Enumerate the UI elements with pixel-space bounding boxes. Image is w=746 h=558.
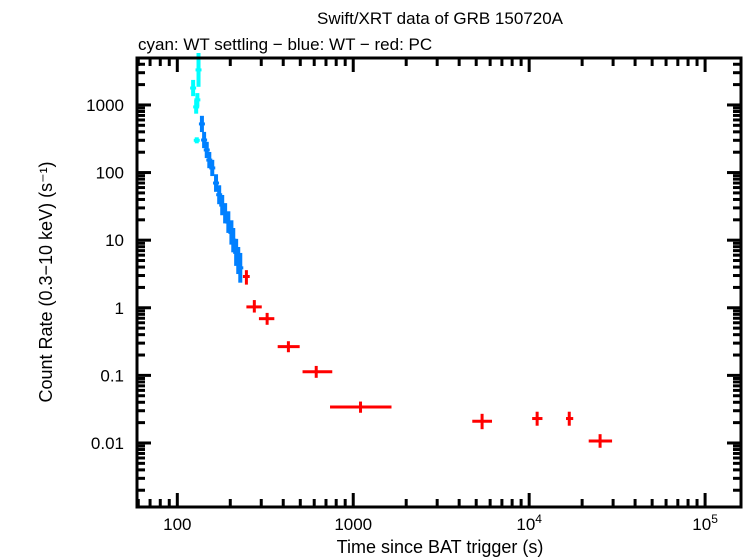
y-tick-label: 100 [96, 164, 124, 183]
plot-frame [135, 56, 743, 509]
y-axis-label: Count Rate (0.3−10 keV) (s⁻¹) [36, 161, 56, 402]
x-tick-label: 105 [692, 512, 718, 534]
x-tick-label: 100 [163, 515, 191, 534]
x-tick-label: 104 [516, 512, 542, 534]
chart-subtitle: cyan: WT settling − blue: WT − red: PC [138, 35, 432, 54]
chart-title: Swift/XRT data of GRB 150720A [317, 9, 564, 28]
y-tick-label: 0.01 [91, 434, 124, 453]
y-tick-label: 1 [115, 299, 124, 318]
x-axis-label: Time since BAT trigger (s) [337, 537, 544, 557]
y-tick-label: 0.1 [100, 366, 124, 385]
x-tick-label: 1000 [334, 515, 372, 534]
y-tick-label: 1000 [86, 96, 124, 115]
y-tick-label: 10 [105, 231, 124, 250]
